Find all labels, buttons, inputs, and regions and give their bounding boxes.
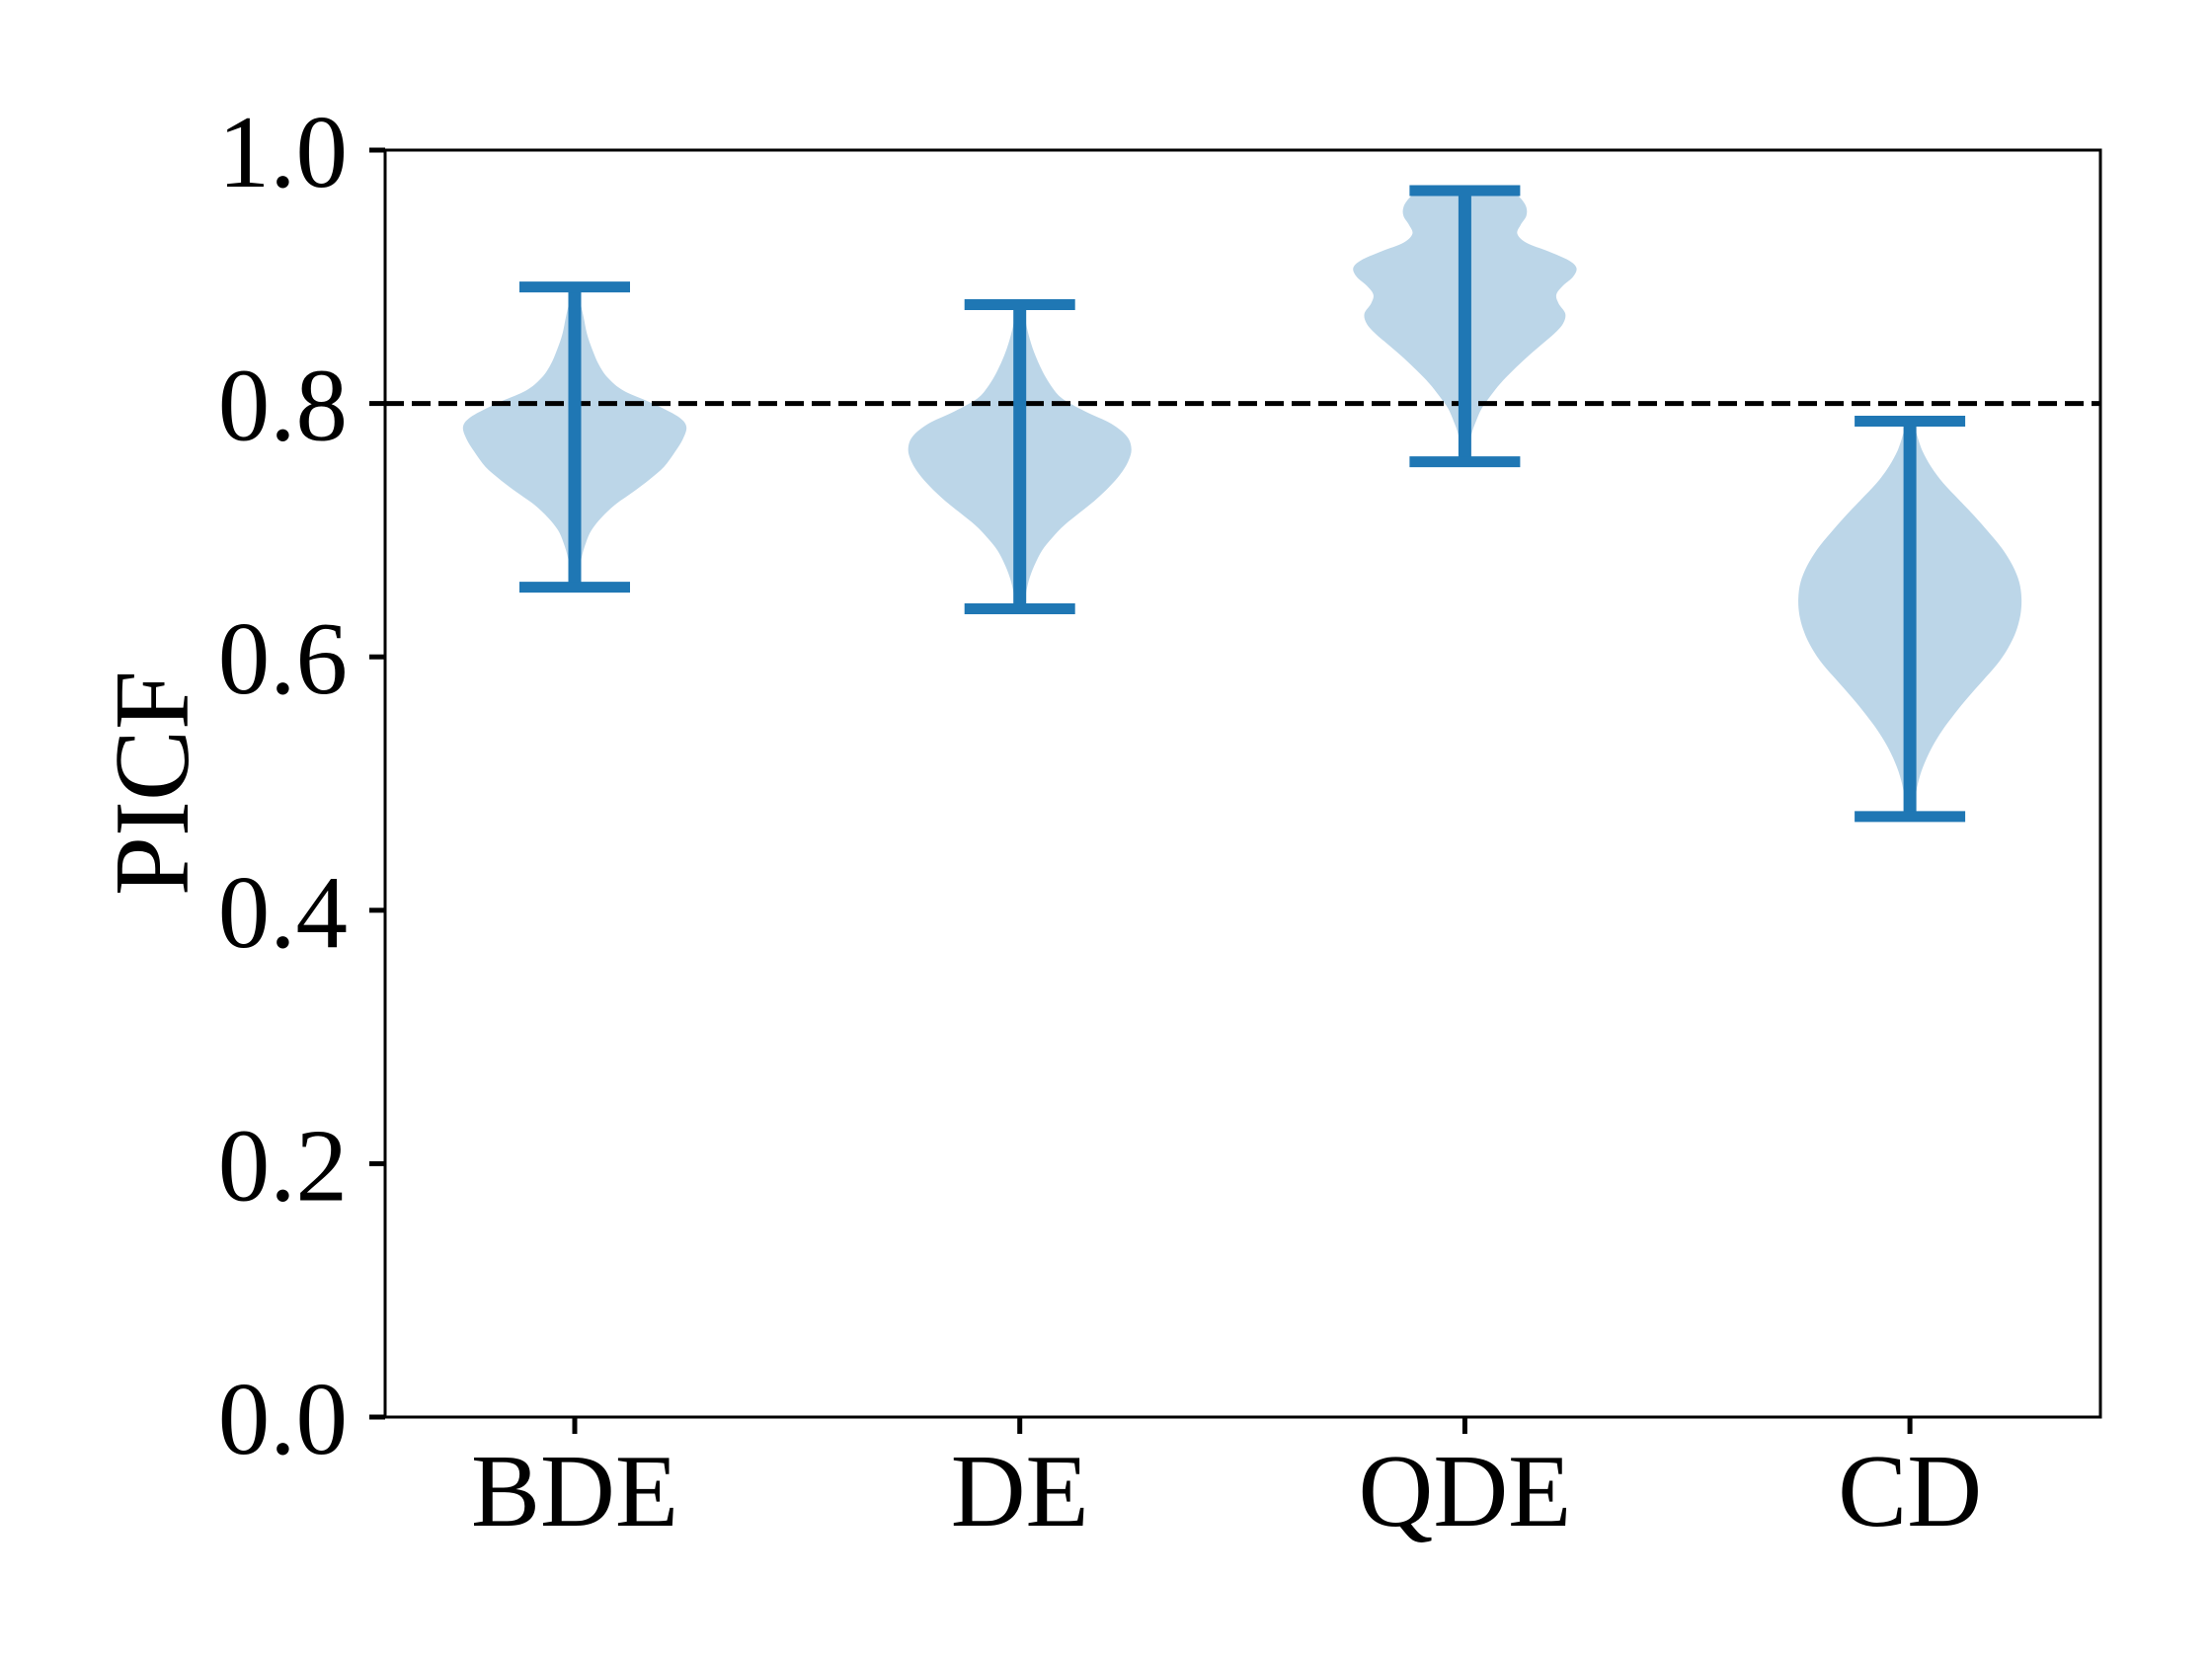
y-tick-label: 0.8 — [218, 348, 348, 463]
whiskers-bde — [519, 281, 630, 593]
y-axis-label: PICF — [94, 671, 211, 896]
whiskers-qde — [1409, 185, 1521, 468]
plot-frame — [383, 148, 2102, 1419]
x-tick-label-cd: CD — [1838, 1433, 1982, 1548]
x-tick-label-qde: QDE — [1359, 1433, 1572, 1548]
y-tick-label: 0.2 — [218, 1107, 348, 1223]
violin-fills-layer — [462, 191, 2022, 820]
x-tick-label-de: DE — [951, 1433, 1089, 1548]
whiskers-de — [964, 299, 1075, 614]
y-tick-label: 0.0 — [218, 1361, 348, 1476]
x-tick-label-bde: BDE — [471, 1433, 678, 1548]
y-tick-label: 1.0 — [218, 94, 348, 209]
axes-layer: 0.0 0.2 0.4 0.6 0.8 1.0 BDE DE QDE CD — [218, 94, 2102, 1548]
whiskers-cd — [1855, 416, 1966, 823]
y-tick-label: 0.4 — [218, 854, 348, 970]
violin-whiskers-layer — [519, 185, 1966, 823]
y-tick-label: 0.6 — [218, 600, 348, 716]
